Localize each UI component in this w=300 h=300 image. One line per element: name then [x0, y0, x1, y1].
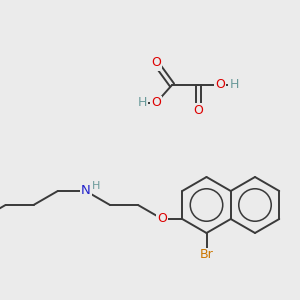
Text: O: O — [151, 56, 161, 70]
Text: O: O — [151, 97, 161, 110]
Text: O: O — [157, 212, 167, 226]
Text: Br: Br — [200, 248, 213, 262]
Text: H: H — [137, 97, 147, 110]
Text: O: O — [215, 79, 225, 92]
Text: H: H — [92, 181, 100, 191]
Text: N: N — [81, 184, 91, 197]
Text: O: O — [193, 103, 203, 116]
Text: H: H — [229, 79, 239, 92]
